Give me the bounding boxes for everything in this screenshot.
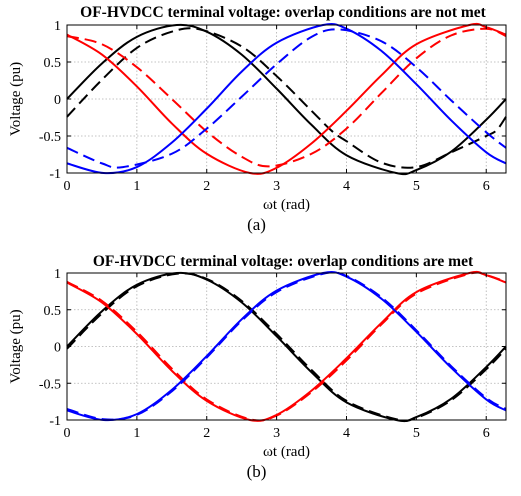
y-tick-label: 0.5 [44,304,62,319]
series-line-2 [66,22,507,175]
series-line-0 [66,23,507,176]
y-axis-label: Voltage (pu) [8,62,24,136]
x-tick-label: 0 [64,179,71,194]
y-tick-label: -0.5 [39,130,61,145]
x-tick-label: 5 [413,179,420,194]
chart-title: OF-HVDCC terminal voltage: overlap condi… [80,4,487,21]
grid [67,25,506,173]
x-tick-label: 4 [343,179,350,194]
series-line-5 [66,271,507,421]
x-axis-label: ωt (rad) [263,444,310,460]
y-tick-label: -1 [49,167,61,182]
x-tick-label: 4 [343,426,350,441]
y-tick-label: 0 [54,341,61,356]
y-ticks: -1 -0.5 0 0.5 1 [39,267,506,429]
y-tick-label: -1 [49,414,61,429]
panel-b: OF-HVDCC terminal voltage: overlap condi… [8,253,507,481]
plot-lines [66,22,507,176]
y-tick-label: 1 [54,267,61,282]
x-ticks: 0 1 2 3 4 5 6 [64,25,490,194]
series-line-3 [66,27,507,168]
y-tick-label: 0 [54,93,61,108]
x-ticks: 0 1 2 3 4 5 6 [64,273,490,441]
panel-caption: (b) [247,462,267,481]
x-tick-label: 1 [133,179,140,194]
x-tick-label: 5 [413,426,420,441]
series-line-3 [66,271,507,422]
series-line-4 [66,22,507,175]
panel-a: OF-HVDCC terminal voltage: overlap condi… [8,4,507,234]
y-ticks: -1 -0.5 0 0.5 1 [39,19,506,182]
x-tick-label: 0 [64,426,71,441]
x-tick-label: 1 [133,426,140,441]
y-axis-label: Voltage (pu) [8,309,24,383]
grid [67,273,506,420]
x-tick-label: 6 [483,426,490,441]
x-tick-label: 2 [203,179,210,194]
x-tick-label: 2 [203,426,210,441]
chart-title: OF-HVDCC terminal voltage: overlap condi… [93,253,474,270]
y-tick-label: 1 [54,19,61,34]
x-tick-label: 3 [273,426,280,441]
series-line-0 [66,271,507,423]
plot-lines [66,270,507,423]
y-tick-label: 0.5 [44,56,62,71]
x-tick-label: 3 [273,179,280,194]
series-line-1 [66,272,507,422]
x-axis-label: ωt (rad) [263,197,310,213]
series-line-5 [66,28,507,169]
y-tick-label: -0.5 [39,377,61,392]
x-tick-label: 6 [483,179,490,194]
panel-caption: (a) [247,215,266,234]
series-line-1 [66,27,507,169]
